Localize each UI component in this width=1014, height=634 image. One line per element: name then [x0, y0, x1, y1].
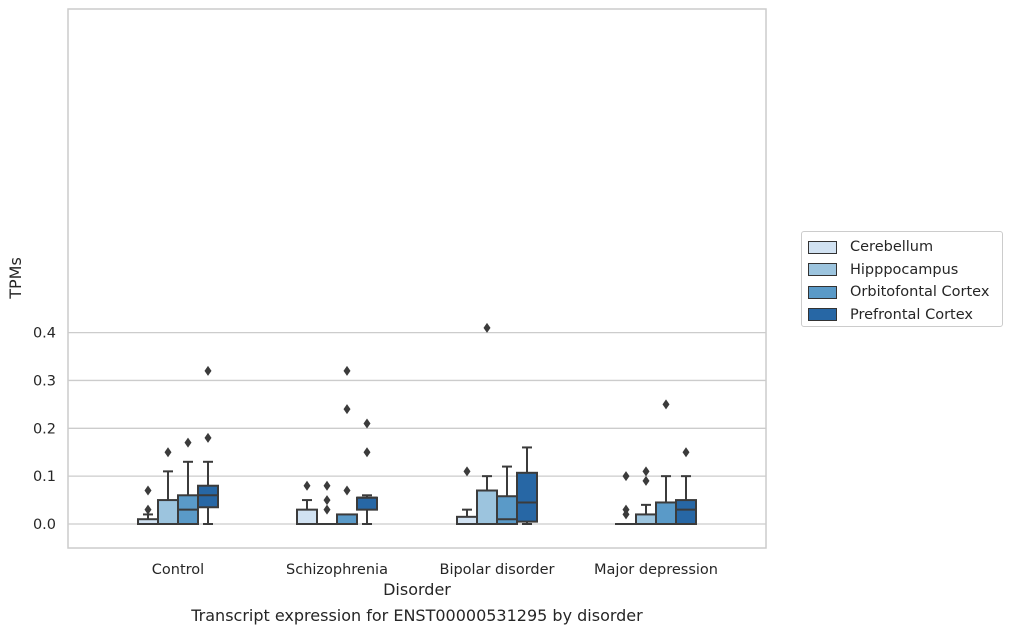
box-0-1: [296, 480, 318, 525]
y-tick-label: 0.3: [33, 373, 56, 389]
y-tick-label: 0.2: [33, 421, 56, 437]
x-tick-label: Schizophrenia: [286, 562, 388, 578]
box-3-0: [197, 365, 219, 525]
legend-swatch-cerebellum: [808, 240, 837, 254]
legend-swatch-orbitofrontal: [808, 285, 837, 299]
legend: Cerebellum Hipppocampus Orbitofontal Cor…: [801, 231, 1003, 327]
plot-area-frame: [67, 8, 767, 549]
outlier-point: [682, 447, 690, 458]
box-body: [516, 471, 538, 523]
x-tick-label: Bipolar disorder: [440, 562, 555, 578]
box-2-2: [496, 465, 518, 526]
box-3-3: [675, 447, 697, 526]
box-body: [336, 513, 358, 525]
outlier-point: [343, 404, 351, 415]
box-1-0: [157, 447, 179, 526]
box-body: [296, 508, 318, 525]
box-body: [675, 499, 697, 526]
box-2-1: [336, 365, 358, 525]
box-0-3: [615, 471, 637, 526]
outlier-point: [483, 322, 491, 333]
outlier-point: [164, 447, 172, 458]
box-body: [635, 513, 657, 525]
outlier-point: [642, 466, 650, 477]
legend-label: Prefrontal Cortex: [850, 306, 973, 323]
box-body: [356, 496, 378, 511]
y-tick-label: 0.4: [33, 326, 56, 342]
x-tick-label: Control: [152, 562, 204, 578]
box-1-2: [476, 322, 498, 526]
outlier-point: [642, 475, 650, 486]
box-body: [655, 501, 677, 525]
outlier-point: [184, 437, 192, 448]
y-tick-label: 0.0: [33, 517, 56, 533]
outlier-point: [622, 504, 630, 515]
box-plot-series: [137, 322, 697, 526]
x-tick-label: Major depression: [594, 562, 718, 578]
outlier-point: [662, 399, 670, 410]
legend-item-prefrontal: Prefrontal Cortex: [808, 304, 1002, 327]
box-body: [197, 484, 219, 509]
x-axis-label: Disorder: [383, 580, 451, 599]
outlier-point: [303, 480, 311, 491]
legend-swatch-hippocampus: [808, 263, 837, 277]
box-0-0: [137, 485, 159, 526]
box-1-1: [316, 480, 338, 526]
box-2-3: [655, 399, 677, 525]
y-tick-label: 0.1: [33, 469, 56, 485]
y-axis-label: TPMs: [6, 257, 25, 300]
box-3-1: [356, 418, 378, 525]
legend-label: Orbitofontal Cortex: [850, 284, 990, 301]
outlier-point: [323, 495, 331, 506]
box-0-2: [456, 466, 478, 526]
outlier-point: [363, 447, 371, 458]
box-body: [476, 489, 498, 526]
box-1-3: [635, 466, 657, 525]
box-body: [157, 499, 179, 526]
outlier-point: [144, 485, 152, 496]
outlier-point: [343, 365, 351, 376]
box-3-2: [516, 446, 538, 525]
legend-item-hippocampus: Hipppocampus: [808, 259, 1002, 282]
outlier-point: [323, 480, 331, 491]
legend-label: Hipppocampus: [850, 261, 959, 278]
legend-item-cerebellum: Cerebellum: [808, 236, 1002, 259]
outlier-point: [204, 432, 212, 443]
outlier-point: [463, 466, 471, 477]
outlier-point: [144, 504, 152, 515]
outlier-point: [323, 504, 331, 515]
outlier-point: [363, 418, 371, 429]
box-2-0: [177, 437, 199, 526]
legend-item-orbitofrontal: Orbitofontal Cortex: [808, 281, 1002, 304]
legend-swatch-prefrontal: [808, 308, 837, 322]
box-body: [456, 515, 478, 526]
outlier-point: [204, 365, 212, 376]
gridlines: [68, 331, 766, 525]
legend-label: Cerebellum: [850, 239, 934, 256]
outlier-point: [343, 485, 351, 496]
outlier-point: [622, 471, 630, 482]
figure-caption: Transcript expression for ENST0000053129…: [191, 606, 643, 625]
axis-ticks: 0.0 0.1 0.2 0.3 0.4 Control Schizophrenia Bipol…: [33, 326, 718, 578]
